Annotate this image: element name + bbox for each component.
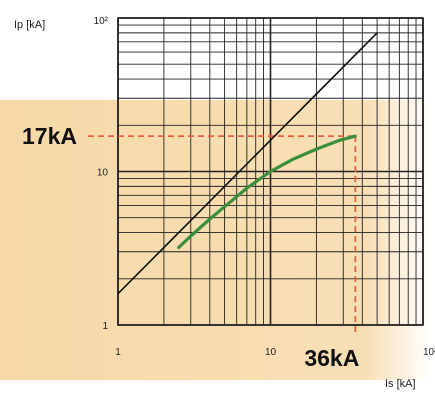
x-axis-label: Is [kA]	[385, 378, 416, 390]
annotation-17ka: 17kA	[22, 123, 77, 149]
x-tick-label: 10	[265, 347, 277, 358]
annotation-36ka: 36kA	[304, 345, 359, 371]
y-tick-label: 10	[97, 168, 109, 179]
plot-frame	[117, 17, 424, 326]
highlight-region	[0, 100, 431, 380]
x-tick-label: 1	[115, 347, 121, 358]
y-tick-label: 1	[102, 321, 108, 332]
y-axis-label: Ip [kA]	[14, 19, 45, 31]
x-tick-label: 10²	[423, 347, 435, 358]
y-tick-label: 10²	[94, 16, 109, 27]
prospective-current-line	[117, 32, 378, 295]
limited-current-curve	[177, 134, 357, 250]
